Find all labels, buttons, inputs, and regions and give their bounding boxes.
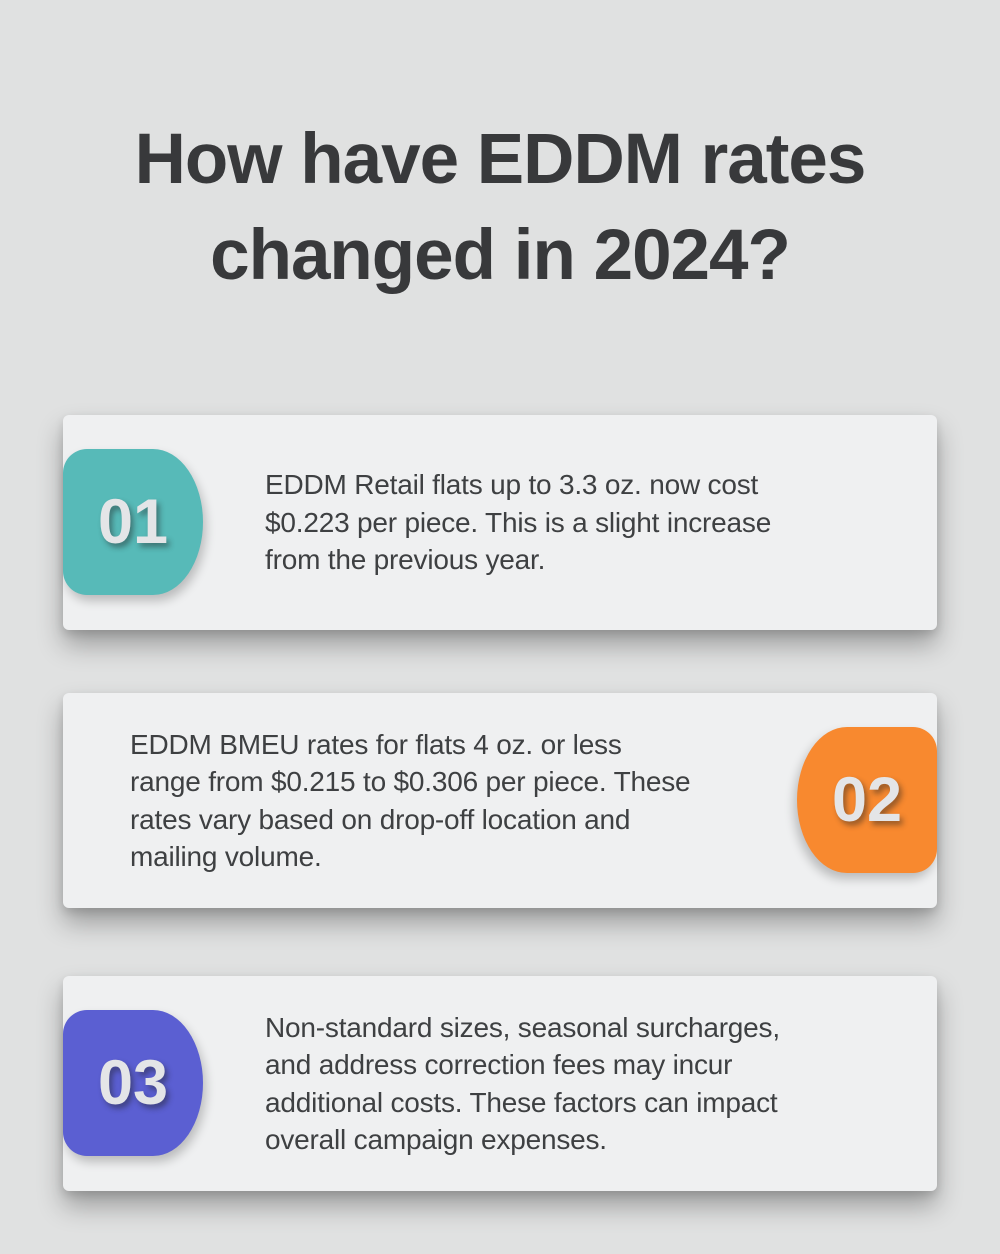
number-badge-01: 01 <box>63 449 203 595</box>
text-line: overall campaign expenses. <box>265 1124 607 1155</box>
text-line: Non-standard sizes, seasonal surcharges, <box>265 1011 780 1043</box>
badge-number-label: 02 <box>831 765 903 835</box>
number-badge-02: 02 <box>797 727 937 873</box>
text-line: EDDM BMEU rates for flats 4 oz. or less <box>130 728 622 760</box>
fact-card-1-text: EDDM Retail flats up to 3.3 oz. now cost… <box>265 415 771 630</box>
text-line: $0.223 per piece. This is a slight incre… <box>265 506 772 538</box>
fact-card-2: EDDM BMEU rates for flats 4 oz. or less … <box>63 693 937 908</box>
text-line: mailing volume. <box>130 841 322 872</box>
text-line: rates vary based on drop-off location an… <box>130 803 631 835</box>
text-line: additional costs. These factors can impa… <box>265 1086 778 1118</box>
fact-card-3-text: Non-standard sizes, seasonal surcharges,… <box>265 976 780 1191</box>
text-line: EDDM Retail flats up to 3.3 oz. now cost <box>265 469 759 501</box>
title-line-2: changed in 2024? <box>210 216 791 295</box>
page-title: How have EDDM rates changed in 2024? <box>0 112 1000 304</box>
text-line: and address correction fees may incur <box>265 1049 733 1080</box>
badge-number-label: 01 <box>97 487 169 557</box>
fact-card-3: 03 Non-standard sizes, seasonal surcharg… <box>63 976 937 1191</box>
text-line: from the previous year. <box>265 544 546 576</box>
text-line: range from $0.215 to $0.306 per piece. T… <box>130 766 691 797</box>
number-badge-03: 03 <box>63 1010 203 1156</box>
fact-card-1: 01 EDDM Retail flats up to 3.3 oz. now c… <box>63 415 937 630</box>
title-line-1: How have EDDM rates <box>134 120 867 199</box>
fact-card-2-text: EDDM BMEU rates for flats 4 oz. or less … <box>130 693 691 908</box>
badge-number-label: 03 <box>97 1048 169 1118</box>
